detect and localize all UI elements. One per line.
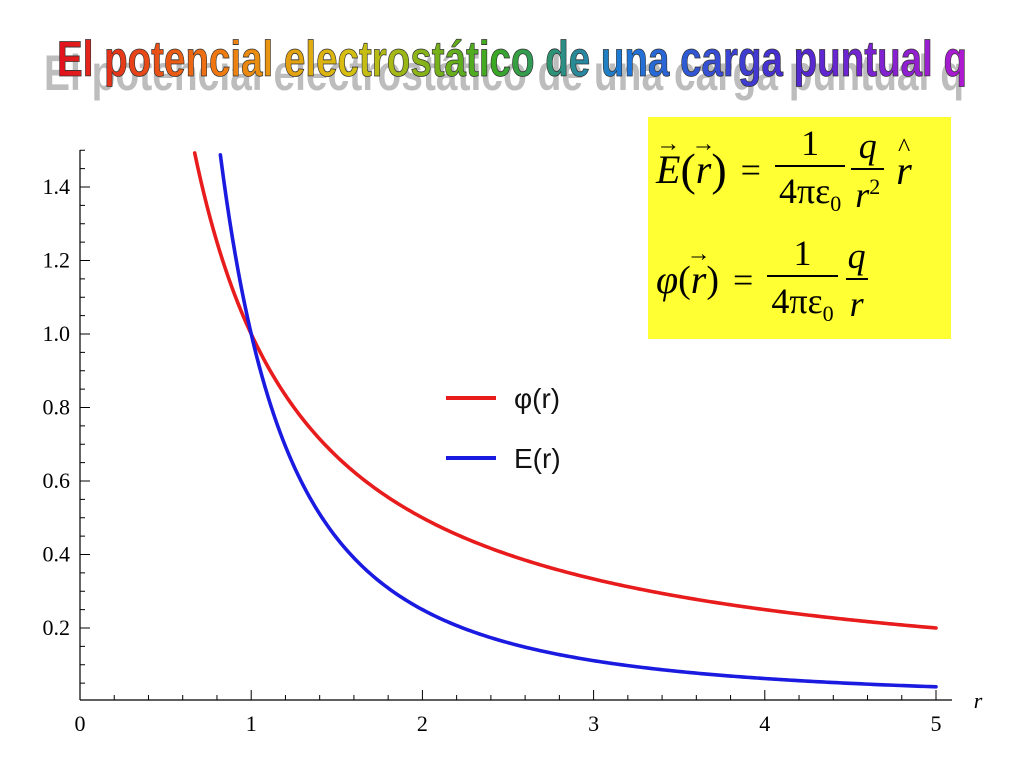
page-title-graphic: El potencial electrostático de una carga… (44, 31, 967, 101)
potential-coef-denominator: 4πε (771, 281, 823, 321)
legend-label-phi: φ(r) (514, 383, 560, 414)
x-axis-label: r (974, 688, 983, 713)
x-tick-label: 4 (759, 711, 770, 736)
potential-equals: = (733, 260, 754, 301)
y-tick-label: 0.2 (43, 615, 71, 640)
y-tick-label: 0.8 (43, 395, 71, 420)
legend-label-field: E(r) (514, 443, 561, 474)
phi-curve (192, 151, 938, 630)
x-tick-label: 5 (931, 711, 942, 736)
field-q: q (858, 125, 877, 166)
y-tick-label: 0.6 (43, 468, 71, 493)
page-title: El potencial electrostático de una carga… (57, 31, 967, 87)
y-tick-label: 1.4 (43, 174, 71, 199)
potential-r: r (845, 278, 868, 322)
chart-legend: φ(r) E(r) (446, 383, 561, 474)
field-r: r (855, 174, 870, 215)
field-q-over-r2: q r2 (851, 125, 885, 215)
x-tick-label: 1 (246, 711, 257, 736)
field-formula: E ( r ) = 1 4πε0 q r2 r (656, 125, 912, 215)
field-coefficient: 1 4πε0 (774, 123, 846, 217)
potential-coef-numerator: 1 (793, 233, 812, 273)
chart-axes: 0 1 2 3 4 50.20.40.60.81.01.21.4r (43, 149, 983, 736)
potential-q: q (847, 236, 866, 277)
y-tick-label: 0.4 (43, 542, 71, 567)
field-coef-denominator: 4πε (778, 171, 831, 211)
potential-coef-sub: 0 (822, 301, 834, 327)
page-title-shadow: El potencial electrostático de una carga… (44, 45, 964, 101)
x-tick-label: 0 (75, 711, 86, 736)
potential-q-over-r: q r (844, 238, 870, 322)
formula-box: E ( r ) = 1 4πε0 q r2 r φ ( r ) = 1 4πε0… (648, 117, 951, 339)
potential-argument: r (691, 260, 707, 300)
field-argument: r (696, 150, 712, 190)
chart-curves (192, 151, 938, 689)
potential-symbol: φ (656, 257, 679, 303)
field-unit-vector: r (896, 147, 912, 194)
field-coef-sub: 0 (830, 191, 842, 217)
x-tick-label: 2 (417, 711, 428, 736)
field-curve (218, 153, 938, 689)
field-symbol: E (656, 150, 680, 190)
y-tick-label: 1.0 (43, 321, 71, 346)
potential-formula: φ ( r ) = 1 4πε0 q r (656, 235, 876, 325)
field-coef-numerator: 1 (801, 123, 820, 163)
potential-coefficient: 1 4πε0 (767, 233, 838, 327)
field-r-exponent: 2 (869, 173, 881, 199)
x-tick-label: 3 (588, 711, 599, 736)
field-equals: = (740, 150, 761, 191)
y-tick-label: 1.2 (43, 248, 71, 273)
